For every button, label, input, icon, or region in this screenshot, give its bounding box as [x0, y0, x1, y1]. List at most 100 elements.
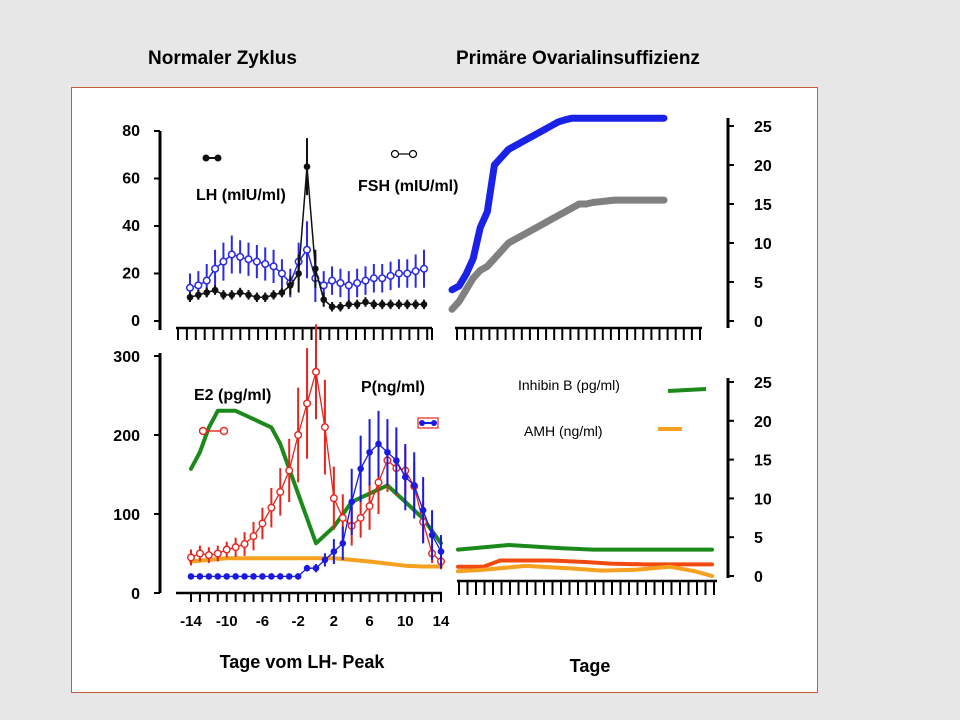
lh-data-point	[378, 301, 386, 308]
e2-data-point	[240, 540, 249, 549]
fsh-data-point	[344, 281, 353, 290]
p-data-point	[241, 573, 248, 580]
fsh-data-point	[202, 276, 211, 285]
fsh-data-point	[353, 278, 362, 288]
p-data-point	[384, 448, 391, 456]
y-tick-label-top-left: 80	[122, 123, 140, 140]
lh-data-point	[270, 291, 277, 299]
x-axis-title-bottom-right: Tage	[570, 656, 611, 676]
p-data-point	[428, 531, 436, 539]
poi-lh-series-line	[448, 196, 668, 313]
lh-data-point	[345, 301, 353, 308]
inhibin-legend-label: Inhibin B (pg/ml)	[518, 377, 620, 393]
y-tick-label-bottom-right: 5	[754, 530, 763, 547]
lh-data-point	[312, 265, 319, 273]
lh-data-point	[261, 293, 269, 301]
fsh-data-point	[277, 269, 286, 278]
p-data-point	[223, 573, 231, 580]
e2-data-point	[285, 466, 294, 475]
poi-inhibin-series-line	[456, 543, 714, 552]
e2-data-point	[320, 423, 329, 432]
e2-legend-marker	[198, 426, 208, 436]
p-data-point	[196, 573, 204, 580]
p-data-point	[232, 573, 239, 580]
p-data-point	[250, 573, 257, 580]
fsh-data-point	[236, 252, 245, 261]
e2-data-point	[258, 519, 267, 528]
y-tick-label-top-right: 15	[754, 197, 772, 214]
lh-data-point	[420, 301, 428, 308]
lh-data-point	[295, 270, 302, 277]
y-tick-label-bottom-right: 0	[754, 569, 763, 586]
e2-data-point	[338, 513, 347, 522]
fsh-data-point	[394, 269, 403, 278]
e2-data-point	[222, 545, 231, 554]
fsh-legend-label: FSH (mIU/ml)	[358, 178, 458, 195]
e2-data-point	[329, 494, 338, 503]
y-tick-label-bottom-right: 25	[754, 375, 772, 392]
lh-data-point	[395, 301, 403, 308]
lh-data-point	[412, 301, 419, 308]
fsh-data-point	[244, 255, 253, 264]
heading-normal-cycle: Normaler Zyklus	[148, 48, 297, 69]
p-data-point	[268, 573, 275, 580]
lh-data-point	[353, 301, 361, 308]
lh-data-point	[387, 301, 394, 308]
fsh-data-point	[403, 269, 412, 278]
p-data-point	[393, 457, 400, 464]
poi-fsh-series-line	[448, 114, 668, 294]
y-tick-label-top-right: 10	[754, 236, 772, 253]
lh-data-point	[195, 291, 202, 299]
p-data-point	[214, 573, 222, 580]
fsh-data-point	[328, 276, 337, 285]
y-tick-label-top-right: 25	[754, 119, 772, 136]
lh-data-point	[403, 301, 411, 308]
e2-data-point	[231, 543, 240, 552]
lh-data-point	[286, 282, 294, 289]
p-data-point	[321, 556, 329, 564]
fsh-data-point	[185, 283, 195, 292]
x-tick-label-bottom-left: 14	[433, 613, 450, 630]
p-data-point	[312, 564, 320, 572]
x-tick-label-bottom-left: 6	[365, 613, 373, 630]
lh-data-point	[186, 293, 194, 301]
x-tick-label-bottom-left: -14	[180, 613, 202, 630]
lh-data-point	[211, 286, 219, 294]
lh-data-point	[337, 303, 344, 311]
p-data-point	[419, 506, 427, 514]
fsh-data-point	[386, 271, 395, 280]
y-tick-label-bottom-right: 15	[754, 453, 772, 470]
p-data-point	[330, 548, 338, 555]
e2-data-point	[267, 503, 276, 512]
lh-data-point	[362, 298, 369, 306]
lh-data-point	[245, 291, 252, 299]
x-tick-label-bottom-left: -6	[256, 613, 269, 630]
fsh-data-point	[378, 274, 387, 283]
y-tick-label-top-right: 0	[754, 314, 763, 331]
p-data-point	[187, 573, 195, 580]
e2-data-point	[365, 502, 374, 511]
e2-data-point	[195, 549, 204, 558]
y-tick-label-top-left: 20	[122, 266, 140, 283]
y-tick-label-top-left: 40	[122, 218, 140, 235]
fsh-data-point	[302, 245, 312, 254]
inhibin-legend-line	[667, 387, 707, 393]
p-data-point	[259, 573, 266, 580]
p-data-point	[205, 573, 213, 580]
fsh-legend-marker	[390, 149, 400, 159]
e2-data-point	[311, 367, 320, 376]
e2-data-point	[276, 487, 285, 496]
x-axis-title-bottom-left: Tage vom LH- Peak	[220, 652, 386, 672]
p-data-point	[375, 440, 382, 448]
amh-legend-label: AMH (ng/ml)	[524, 423, 603, 439]
fsh-data-point	[211, 264, 220, 273]
x-tick-label-bottom-left: 10	[397, 613, 414, 630]
fsh-data-point	[194, 281, 203, 290]
fsh-legend-marker	[408, 149, 418, 159]
fsh-data-point	[411, 267, 420, 276]
p-data-point	[339, 540, 347, 547]
lh-data-point	[220, 291, 227, 299]
lh-data-point	[278, 289, 286, 296]
e2-legend-marker	[219, 426, 229, 436]
